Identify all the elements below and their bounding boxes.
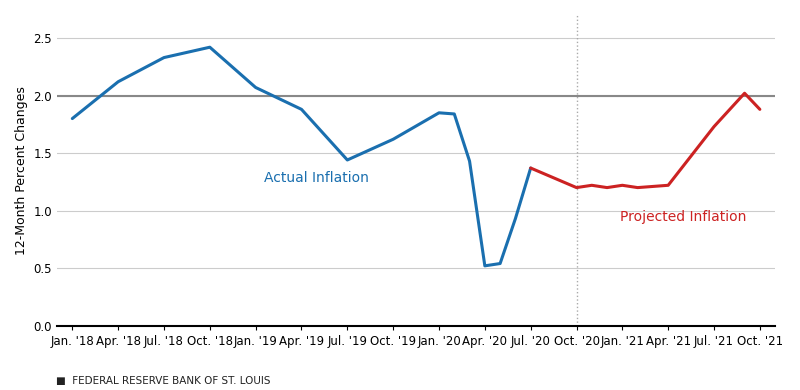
Text: Actual Inflation: Actual Inflation [264, 171, 370, 185]
Text: Projected Inflation: Projected Inflation [620, 211, 746, 224]
Y-axis label: 12-Month Percent Changes: 12-Month Percent Changes [15, 86, 28, 255]
Text: ■  FEDERAL RESERVE BANK OF ST. LOUIS: ■ FEDERAL RESERVE BANK OF ST. LOUIS [56, 376, 270, 386]
